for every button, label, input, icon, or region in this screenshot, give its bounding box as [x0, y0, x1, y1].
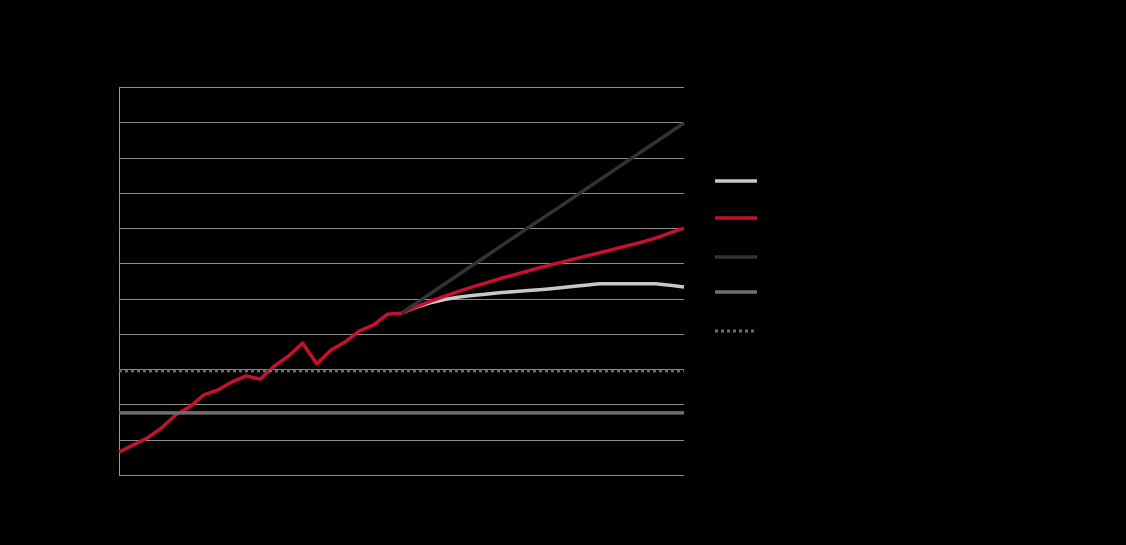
series-line: [400, 282, 685, 315]
series-line: [400, 121, 685, 315]
